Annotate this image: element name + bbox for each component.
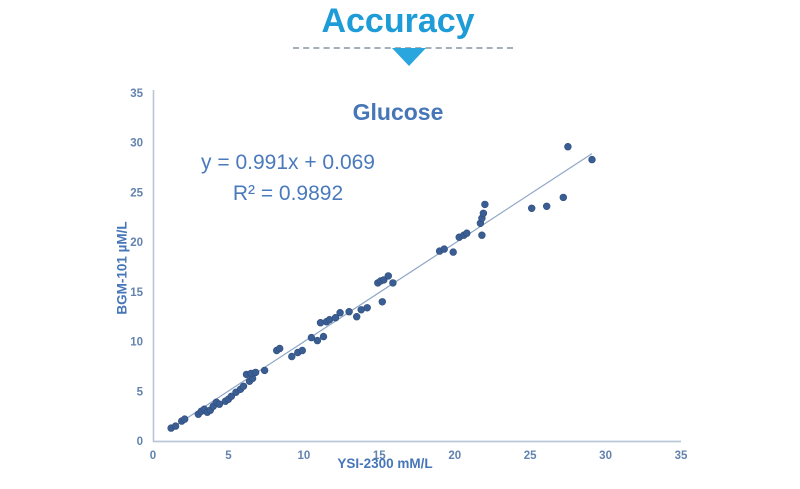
data-point [316,319,325,327]
x-tick-label: 30 [599,450,612,462]
data-point [171,422,180,430]
data-point [251,368,260,377]
data-point [384,272,392,280]
data-point [260,366,269,375]
x-tick-label: 35 [675,450,688,462]
data-point [353,313,361,321]
data-point [331,314,340,322]
r-squared-text: R² = 0.9892 [232,182,344,205]
x-tick-label: 5 [225,450,232,462]
data-point [307,333,316,342]
equation-text: y = 0.991x + 0.069 [201,151,375,174]
x-tick-label: 20 [448,450,461,462]
data-point [319,332,328,341]
x-tick-label: 10 [297,450,310,462]
data-point [440,245,448,253]
data-point [239,382,248,390]
y-tick-label: 20 [130,237,143,249]
y-tick-label: 35 [130,88,143,100]
data-point [215,400,224,408]
data-point [345,308,353,316]
x-tick-label: 25 [524,450,537,462]
page-title: Accuracy [321,2,475,40]
data-point [389,279,397,287]
data-point [542,202,551,211]
chart-title: Glucose [352,99,444,125]
data-point [449,248,457,256]
trend-line [170,153,593,429]
data-point [559,193,567,202]
trendline-annotation: y = 0.991x + 0.069 R² = 0.9892 [201,147,375,209]
data-point [588,155,596,164]
x-tick-label: 0 [150,450,156,462]
data-point [527,204,536,213]
data-point [463,229,471,237]
y-tick-label: 30 [130,138,143,150]
data-point [336,309,344,317]
data-point [181,415,189,423]
data-point [478,231,486,239]
data-point [313,336,322,345]
data-point [378,298,386,306]
x-tick-label: 15 [373,450,386,462]
data-point [288,352,296,361]
y-tick-label: 0 [137,436,143,448]
data-point [481,200,489,209]
down-arrow-icon [392,48,426,66]
y-tick-label: 10 [130,337,143,349]
data-point [479,209,488,218]
data-point [363,304,371,312]
y-axis-title: BGM-101 µM/L [114,221,130,315]
y-tick-label: 15 [130,287,143,299]
x-axis-title: YSI-2300 mM/L [337,456,433,471]
data-point [276,344,284,353]
data-point [227,392,236,400]
y-tick-label: 5 [137,386,144,398]
data-point [298,346,306,355]
data-point [564,143,572,151]
y-tick-label: 25 [130,187,143,199]
